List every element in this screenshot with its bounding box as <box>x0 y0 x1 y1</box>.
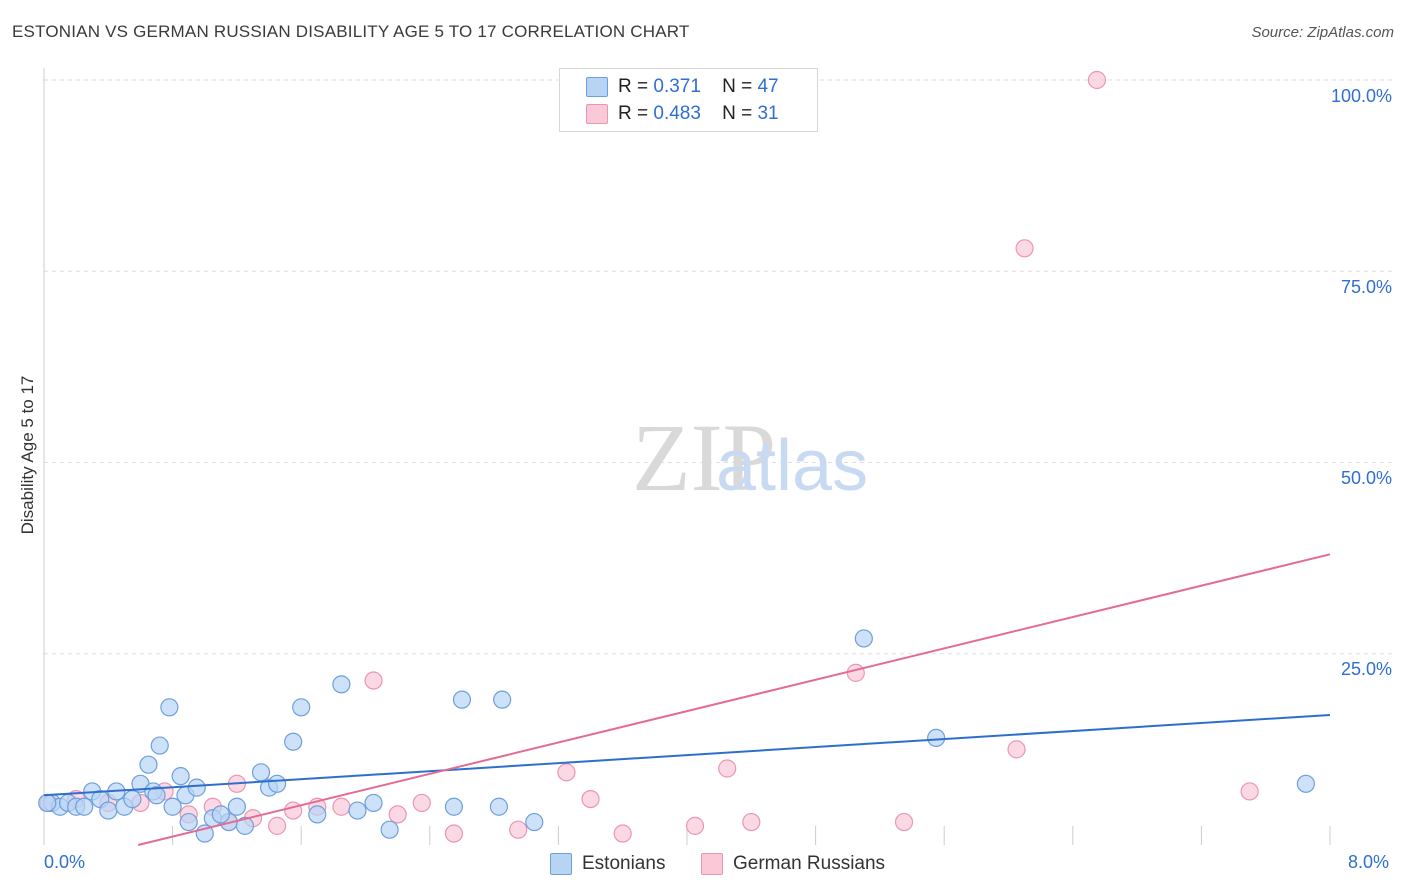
legend-n-label: N = <box>722 103 753 124</box>
x-tick-label-min: 0.0% <box>44 852 86 872</box>
german-russians-point <box>894 812 914 832</box>
chart-title: ESTONIAN VS GERMAN RUSSIAN DISABILITY AG… <box>12 22 690 41</box>
estonians-points <box>38 629 1315 843</box>
legend-n-label: N = <box>722 76 753 97</box>
estonians-trend-line <box>43 713 1331 797</box>
estonians-point <box>267 774 287 793</box>
german-russians-point <box>1087 70 1107 90</box>
chart-source: Source: ZipAtlas.com <box>1251 24 1394 41</box>
estonians-point <box>147 786 166 805</box>
estonians-point <box>163 797 182 816</box>
y-tick-label-75: 75.0% <box>1340 277 1392 297</box>
estonians-point <box>235 816 255 835</box>
german-russians-point <box>742 812 761 832</box>
estonians-point <box>489 797 509 816</box>
german-russians-point <box>1015 239 1034 258</box>
estonians-point <box>452 690 472 709</box>
estonians-point <box>123 789 142 809</box>
y-tick-label-50: 50.0% <box>1340 468 1392 488</box>
estonians-point <box>160 698 179 717</box>
estonians-point <box>139 755 158 774</box>
estonians-point <box>211 805 230 824</box>
german-russians-point <box>718 759 737 778</box>
german-russians-point <box>444 824 464 843</box>
watermark: ZIP atlas <box>632 404 868 511</box>
estonians-point <box>927 728 946 748</box>
estonians-point <box>364 793 383 813</box>
x-tick-label-max: 8.0% <box>1348 852 1390 872</box>
legend-swatch-estonians <box>586 77 608 97</box>
german-russians-point <box>267 816 287 835</box>
estonians-point <box>1296 774 1315 793</box>
estonians-point <box>308 805 327 824</box>
german-russians-point <box>581 789 600 809</box>
trend-lines <box>43 553 1331 846</box>
german-russians-point <box>557 763 576 782</box>
legend-n-value-estonians: 47 <box>757 76 779 97</box>
y-tick-label-100: 100.0% <box>1330 86 1392 106</box>
estonians-point <box>99 801 118 820</box>
german-russians-point <box>364 671 383 690</box>
estonians-point <box>227 797 246 816</box>
german-russians-point <box>613 824 632 843</box>
bottom-legend-label-german-russians: German Russians <box>733 853 886 874</box>
estonians-point <box>284 732 303 751</box>
correlation-legend: R = 0.371 N = 47 R = 0.483 N = 31 <box>559 68 818 132</box>
bottom-legend-swatch-estonians <box>550 853 572 875</box>
estonians-point <box>75 797 94 816</box>
german-russians-point <box>685 816 705 835</box>
german-russians-point <box>412 793 431 813</box>
legend-n-value-german-russians: 31 <box>757 103 779 124</box>
estonians-point <box>251 763 271 782</box>
estonians-point <box>332 675 351 694</box>
german-russians-point <box>846 663 865 682</box>
estonians-point <box>525 812 544 832</box>
german-russians-point <box>1007 740 1026 759</box>
bottom-legend-swatch-german-russians <box>701 853 723 875</box>
estonians-point <box>444 797 464 816</box>
legend-r-label: R = <box>618 76 649 97</box>
estonians-point <box>171 767 190 786</box>
bottom-legend-label-estonians: Estonians <box>582 853 666 874</box>
estonians-point <box>854 629 873 648</box>
german-russians-point <box>1240 782 1259 801</box>
legend-swatch-german-russians <box>586 104 608 124</box>
legend-r-label: R = <box>618 103 649 124</box>
german-russians-trend-line <box>137 553 1331 846</box>
german-russians-point <box>332 797 351 816</box>
estonians-point <box>187 778 206 797</box>
legend-r-value-german-russians: 0.483 <box>653 103 701 124</box>
y-tick-label-25: 25.0% <box>1340 659 1392 679</box>
estonians-point <box>38 793 57 813</box>
estonians-point <box>380 820 399 839</box>
estonians-point <box>493 690 512 709</box>
german-russians-point <box>509 820 528 839</box>
german-russians-point <box>388 805 407 824</box>
german-russians-point <box>284 801 303 820</box>
legend-r-value-estonians: 0.371 <box>653 76 701 97</box>
estonians-point <box>292 698 311 717</box>
estonians-point <box>179 812 198 832</box>
estonians-point <box>150 736 169 755</box>
estonians-point <box>348 801 367 820</box>
watermark-atlas: atlas <box>716 426 868 506</box>
watermark-zip: ZIP <box>632 404 776 511</box>
